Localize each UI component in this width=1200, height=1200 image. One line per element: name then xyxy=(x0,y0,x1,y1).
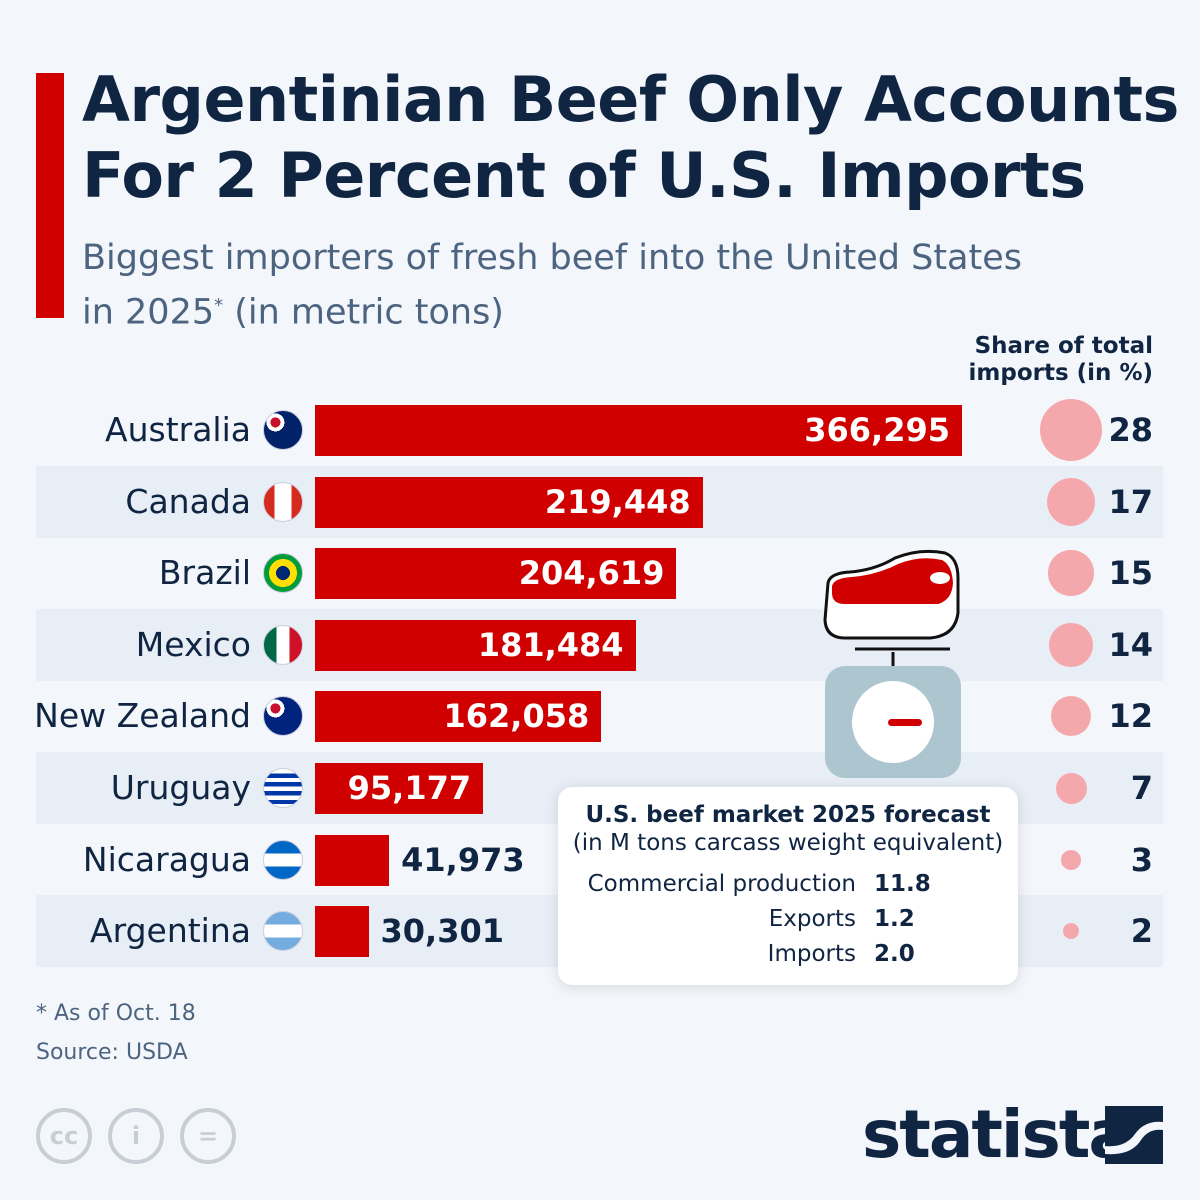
title-line-1: Argentinian Beef Only Accounts xyxy=(82,63,1179,136)
value-label: 41,973 xyxy=(401,841,525,879)
flag-icon xyxy=(263,482,303,522)
flag-icon xyxy=(263,911,303,951)
value-label: 366,295 xyxy=(804,411,950,449)
value-label: 204,619 xyxy=(518,554,665,592)
flag-icon xyxy=(263,410,303,450)
value-label: 181,484 xyxy=(477,626,624,664)
bar xyxy=(315,835,390,886)
flag-icon xyxy=(263,625,303,665)
country-label: Mexico xyxy=(135,625,251,664)
meat-scale-icon xyxy=(823,549,961,778)
bar xyxy=(315,620,636,671)
subtitle-asterisk: * xyxy=(214,295,224,316)
share-label: 28 xyxy=(1108,411,1153,449)
flag-icon xyxy=(263,553,303,593)
forecast-label: Commercial production xyxy=(587,871,856,897)
share-bubble xyxy=(1046,477,1096,527)
share-bubble xyxy=(1040,399,1102,461)
forecast-title: U.S. beef market 2025 forecast xyxy=(585,802,991,828)
share-header-line-2: imports (in %) xyxy=(968,360,1153,386)
value-label: 162,058 xyxy=(443,697,590,735)
subtitle-line-1: Biggest importers of fresh beef into the… xyxy=(82,238,1022,278)
country-label: Argentina xyxy=(90,911,251,950)
statista-logo[interactable]: statista xyxy=(862,1096,1133,1173)
source: Source: USDA xyxy=(36,1040,188,1065)
forecast-box: U.S. beef market 2025 forecast (in M ton… xyxy=(558,787,1018,985)
bar xyxy=(315,906,369,957)
share-header: Share of total imports (in %) xyxy=(969,333,1153,387)
bar-row: Brazil 204,619 15 xyxy=(36,537,1163,609)
share-bubble xyxy=(1055,772,1087,804)
bar-row: Nicaragua 41,973 3 xyxy=(36,824,1163,896)
country-label: Brazil xyxy=(158,553,251,592)
forecast-label: Imports xyxy=(767,941,856,967)
forecast-subtitle: (in M tons carcass weight equivalent) xyxy=(572,830,1004,856)
bar xyxy=(315,405,962,456)
flag-icon xyxy=(263,768,303,808)
title-accent-bar xyxy=(36,73,64,318)
cc-icon[interactable]: cc xyxy=(36,1108,92,1164)
share-bubble xyxy=(1049,623,1093,667)
bar-row: New Zealand 162,058 12 xyxy=(34,680,1163,752)
value-label: 219,448 xyxy=(544,483,691,521)
bar-row: Australia 366,295 28 xyxy=(36,394,1163,466)
share-bubble xyxy=(1060,849,1082,871)
bar-row: Canada 219,448 17 xyxy=(36,466,1163,538)
share-bubble xyxy=(1048,550,1094,596)
share-label: 12 xyxy=(1108,697,1153,735)
bar-row: Mexico 181,484 14 xyxy=(36,609,1163,681)
no-derivatives-icon[interactable]: = xyxy=(180,1108,236,1164)
chart-title: Argentinian Beef Only Accounts For 2 Perc… xyxy=(82,62,1179,214)
share-label: 7 xyxy=(1130,769,1153,807)
share-bubble xyxy=(1050,695,1092,737)
bar xyxy=(315,691,602,742)
share-label: 15 xyxy=(1108,554,1153,592)
flag-icon xyxy=(263,840,303,880)
subtitle-year: in 2025 xyxy=(82,292,215,333)
value-label: 30,301 xyxy=(380,912,504,950)
share-label: 14 xyxy=(1108,626,1153,664)
share-label: 17 xyxy=(1108,483,1153,521)
flag-icon xyxy=(263,696,303,736)
share-bubble xyxy=(1062,922,1080,940)
forecast-value: 11.8 xyxy=(874,871,931,897)
bar xyxy=(315,763,484,814)
country-label: Australia xyxy=(105,410,251,449)
bar xyxy=(315,477,703,528)
bar xyxy=(315,548,677,599)
share-label: 3 xyxy=(1130,841,1153,879)
country-label: Canada xyxy=(125,482,251,521)
attribution-icon[interactable]: i xyxy=(108,1108,164,1164)
statista-logo-icon xyxy=(1105,1106,1163,1164)
share-header-line-1: Share of total xyxy=(974,333,1153,359)
forecast-label: Exports xyxy=(768,906,856,932)
chart-subtitle: Biggest importers of fresh beef into the… xyxy=(82,234,1022,337)
subtitle-unit: (in metric tons) xyxy=(223,292,504,333)
share-label: 2 xyxy=(1130,912,1153,950)
brand-text: statista xyxy=(862,1096,1133,1173)
forecast-value: 1.2 xyxy=(874,906,915,932)
country-label: Nicaragua xyxy=(82,840,251,879)
title-line-2: For 2 Percent of U.S. Imports xyxy=(82,139,1086,212)
value-label: 95,177 xyxy=(347,769,472,807)
country-label: New Zealand xyxy=(34,696,251,735)
forecast-value: 2.0 xyxy=(874,941,915,967)
footnote: * As of Oct. 18 xyxy=(36,1001,196,1026)
country-label: Uruguay xyxy=(110,768,251,807)
